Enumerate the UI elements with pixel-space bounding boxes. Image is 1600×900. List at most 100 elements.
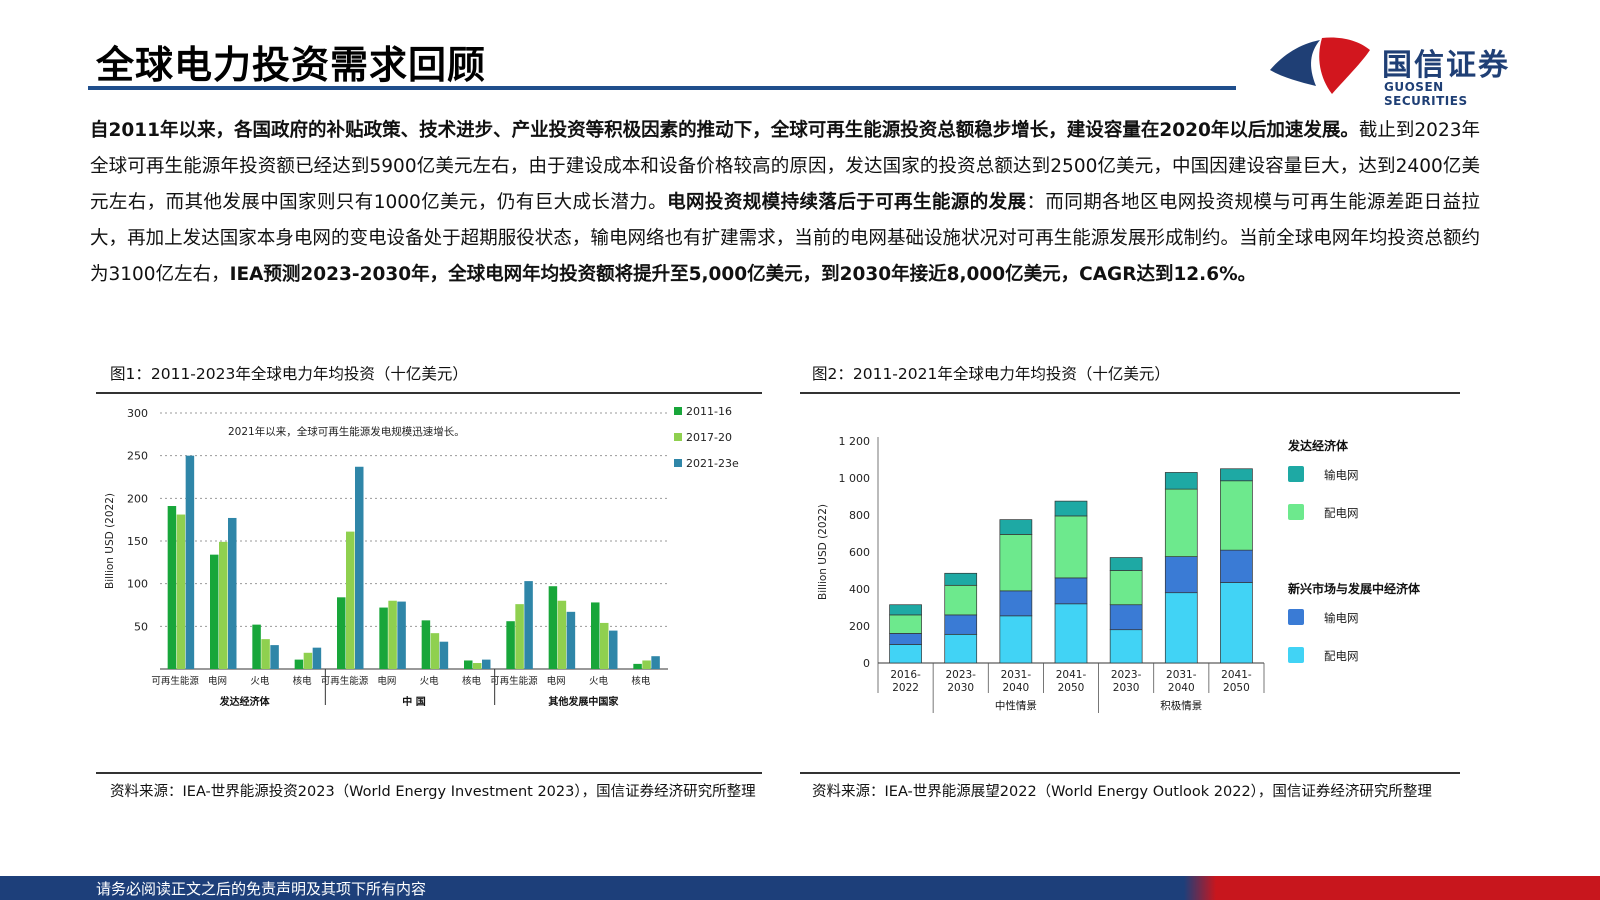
summary-bold-3: IEA预测2023-2030年，全球电网年均投资额将提升至5,000亿美元，到2… — [229, 264, 1257, 285]
fig1-bar — [294, 659, 304, 669]
fig1-y-tick-label: 300 — [127, 407, 148, 420]
fig1-bar — [346, 531, 355, 669]
fig2-bottom-rule — [800, 772, 1460, 774]
fig1-source: 资料来源：IEA-世界能源投资2023（World Energy Investm… — [110, 784, 756, 800]
fig1-bar — [355, 466, 364, 669]
fig1-category-label: 核电 — [462, 675, 482, 687]
fig2-category-label: 2050 — [1223, 682, 1250, 694]
fig2-legend-label: 配电网 — [1324, 506, 1359, 520]
fig1-bar — [600, 622, 609, 669]
fig1-y-axis-label: Billion USD (2022) — [104, 493, 116, 589]
fig2-bar-segment — [944, 584, 978, 616]
fig1-category-label: 可再生能源 — [151, 675, 199, 687]
fig2-bar-segment — [944, 614, 978, 635]
fig2-bar-segment — [1220, 468, 1253, 482]
fig1-category-label: 火电 — [420, 675, 440, 687]
fig2-legend-label: 输电网 — [1324, 468, 1359, 482]
fig2-category-label: 2040 — [1168, 682, 1195, 694]
fig1-legend-label: 2017-20 — [686, 431, 732, 444]
fig2-category-label: 2041- — [1221, 669, 1252, 681]
page-title: 全球电力投资需求回顾 — [96, 43, 487, 87]
fig1-legend-label: 2011-16 — [686, 405, 732, 418]
fig1-bar — [548, 586, 558, 669]
fig2-bar-segment — [1054, 515, 1088, 579]
fig1-category-label: 可再生能源 — [490, 675, 538, 687]
fig2-y-tick-label: 200 — [849, 620, 870, 633]
fig2-y-tick-label: 1 200 — [839, 435, 871, 448]
fig2-bar-segment — [889, 604, 922, 616]
fig1-bar — [651, 656, 660, 669]
footer-disclaimer: 请务必阅读正文之后的免责声明及其项下所有内容 — [96, 880, 427, 898]
fig1-legend-swatch — [674, 407, 682, 415]
fig1-bar — [270, 645, 279, 669]
fig1-bar — [506, 621, 515, 669]
fig2-category-label: 2040 — [1002, 682, 1029, 694]
fig1-y-tick-label: 50 — [134, 620, 148, 633]
fig2-legend-swatch — [1288, 466, 1304, 482]
fig2-scenario-label: 中性情景 — [995, 699, 1037, 712]
footer-bar: 请务必阅读正文之后的免责声明及其项下所有内容 — [0, 876, 1600, 900]
fig2-y-axis-label: Billion USD (2022) — [817, 504, 829, 600]
fig1-bar — [609, 630, 618, 669]
fig2-top-rule — [800, 392, 1460, 394]
fig1-group-label: 其他发展中国家 — [548, 695, 619, 708]
fig2-bar-segment — [889, 644, 922, 664]
fig1-category-label: 电网 — [547, 675, 566, 687]
fig2-legend-swatch — [1288, 647, 1304, 663]
fig2-bar-segment — [1109, 557, 1143, 571]
fig1-bar — [421, 620, 431, 669]
fig1-bar — [557, 600, 567, 669]
fig1-bar — [337, 597, 346, 669]
fig1-category-label: 火电 — [589, 675, 609, 687]
fig1-y-tick-label: 100 — [127, 578, 148, 591]
fig1-bar — [261, 639, 270, 669]
fig2-bar-segment — [1164, 592, 1198, 664]
fig2-category-label: 2030 — [947, 682, 974, 694]
fig2-legend-label: 输电网 — [1324, 611, 1359, 625]
fig2-bar-segment — [1220, 549, 1253, 583]
fig1-chart: 50 100 150 200 250 300 Billion USD (2022) 2021年… — [104, 405, 739, 708]
fig1-annotation: 2021年以来，全球可再生能源发电规模迅速增长。 — [228, 425, 465, 438]
fig1-category-label: 可再生能源 — [321, 675, 369, 687]
company-logo: 国信证券 GUOSEN SECURITIES — [1270, 36, 1530, 108]
fig1-group-label: 发达经济体 — [219, 695, 271, 708]
fig1-bar — [185, 455, 195, 669]
fig1-bar — [219, 541, 228, 669]
fig1-top-rule — [96, 392, 762, 394]
fig1-group-label: 中 国 — [402, 695, 425, 708]
fig1-bar — [167, 506, 177, 669]
summary-text-2: ：而同期各地区电网投资规模与可再生能源差距日益拉大，再加上发达国家本身电网的变电… — [90, 192, 1480, 285]
fig2-category-label: 2031- — [1001, 669, 1032, 681]
logo-mark-icon — [1270, 37, 1370, 94]
fig1-bar — [642, 660, 651, 669]
fig1-bar — [210, 554, 219, 669]
fig1-category-label: 火电 — [250, 675, 270, 687]
fig2-category-label: 2023- — [1111, 669, 1142, 681]
fig1-bar — [303, 652, 313, 669]
fig1-bar — [312, 647, 322, 669]
fig2-y-tick-label: 600 — [849, 546, 870, 559]
fig2-category-label: 2041- — [1056, 669, 1087, 681]
fig2-bar-segment — [944, 572, 978, 586]
fig2-chart: 0 200 400 600 800 1 000 1 200 Billion USD (2022… — [817, 435, 1421, 713]
fig1-bar — [515, 604, 524, 669]
fig1-bar — [176, 514, 186, 669]
fig2-bar-segment — [1164, 488, 1198, 557]
fig1-bar — [464, 660, 473, 669]
fig2-bar-segment — [1109, 604, 1143, 631]
fig1-category-label: 核电 — [631, 675, 651, 687]
fig2-category-label: 2031- — [1166, 669, 1197, 681]
fig1-bar — [439, 641, 449, 669]
fig2-bar-segment — [1054, 577, 1088, 605]
fig2-category-label: 2050 — [1058, 682, 1085, 694]
fig1-bar — [379, 607, 388, 669]
logo-chinese-name: 国信证券 — [1382, 48, 1510, 83]
fig2-bar-segment — [1109, 629, 1143, 664]
fig2-y-tick-label: 1 000 — [839, 472, 871, 485]
summary-bold-1: 自2011年以来，各国政府的补贴政策、技术进步、产业投资等积极因素的推动下，全球… — [90, 120, 1359, 141]
fig1-bar — [566, 611, 576, 669]
fig2-legend-group-title: 新兴市场与发展中经济体 — [1288, 581, 1421, 596]
fig2-y-tick-label: 400 — [849, 583, 870, 596]
fig2-bar-segment — [944, 633, 978, 664]
fig2-legend-swatch — [1288, 504, 1304, 520]
